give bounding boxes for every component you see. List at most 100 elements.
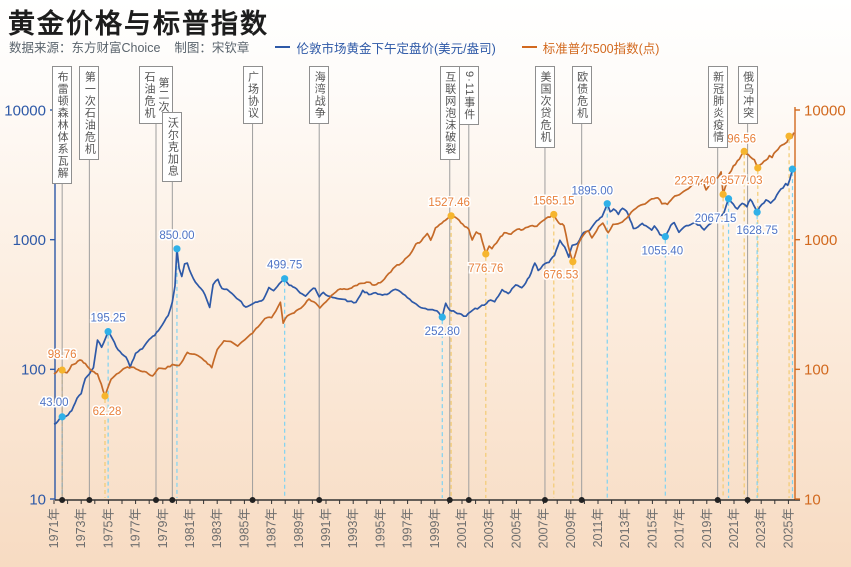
annotation-dot (101, 392, 109, 400)
x-tick-label: 2021年 (727, 508, 741, 548)
annotation-dot (447, 212, 455, 220)
event-label: 新冠肺炎疫情 (707, 66, 728, 148)
event-axis-dot (744, 497, 751, 503)
event-axis-dot (153, 497, 159, 503)
event-label: 9·11事件 (458, 66, 479, 126)
annotation-value-label: 850.00 (159, 230, 194, 242)
event-axis-dot (86, 497, 93, 503)
credit-label: 制图：宋钦章 (174, 41, 250, 56)
x-tick-label: 2003年 (482, 508, 496, 548)
event-axis-dot (59, 497, 66, 503)
event-label: 广场协议 (242, 66, 263, 124)
annotation-value-label: 1628.75 (736, 225, 778, 237)
x-tick-label: 2005年 (509, 508, 523, 548)
event-label: 沃尔克加息 (162, 112, 183, 182)
x-tick-label: 2023年 (754, 508, 768, 548)
annotation-dot (482, 250, 490, 258)
x-tick-label: 2017年 (673, 508, 687, 548)
annotation-dot (104, 328, 112, 336)
x-tick-label: 1975年 (101, 508, 115, 548)
annotation-value-label: 195.25 (91, 313, 126, 325)
legend-item-1: 标准普尔500指数(点) (521, 38, 660, 57)
legend-item-0: 伦敦市场黄金下午定盘价(美元/盎司) (275, 38, 496, 57)
y-tick-label-right: 1000 (804, 232, 837, 249)
x-tick-label: 2013年 (618, 508, 632, 548)
x-tick-label: 1997年 (401, 508, 415, 548)
x-tick-label: 1995年 (373, 508, 387, 548)
x-tick-label: 2011年 (591, 508, 605, 547)
gold-price-line (53, 167, 795, 425)
y-tick-label-right: 10 (804, 491, 821, 508)
event-label: 第二次 石油危机 (139, 66, 173, 124)
annotation-dot (785, 132, 793, 140)
annotation-value-label: 43.00 (40, 397, 69, 409)
event-axis-dot (465, 497, 472, 503)
event-axis-dot (578, 497, 585, 503)
annotation-dot (173, 245, 181, 253)
annotation-dot (58, 366, 66, 374)
y-tick-label-left: 100 (21, 362, 46, 379)
x-tick-label: 1991年 (319, 508, 333, 548)
event-axis-dot (169, 497, 176, 503)
annotation-value-label: 98.76 (48, 349, 77, 361)
annotation-value-label: 252.80 (425, 326, 460, 338)
annotation-value-label: 499.75 (267, 260, 302, 272)
annotation-value-label: 3577.03 (721, 175, 763, 187)
y-tick-label-right: 100 (804, 362, 829, 379)
page-title: 黄金价格与标普指数 (8, 9, 269, 39)
annotation-dot (788, 165, 797, 173)
event-label: 美国次贷危机 (534, 66, 555, 148)
y-tick-label-left: 10 (29, 491, 46, 508)
x-tick-label: 1979年 (156, 508, 170, 548)
x-tick-label: 2001年 (455, 508, 469, 548)
event-axis-dot (446, 497, 453, 503)
y-tick-label-left: 1000 (13, 232, 46, 249)
annotation-dot (569, 258, 577, 266)
legend-label: 伦敦市场黄金下午定盘价(美元/盎司) (296, 41, 496, 56)
legend: 伦敦市场黄金下午定盘价(美元/盎司) 标准普尔500指数(点) (249, 37, 659, 57)
legend-label: 标准普尔500指数(点) (542, 41, 660, 56)
event-axis-dot (541, 497, 548, 503)
legend-dash-icon (275, 46, 291, 48)
annotation-value-label: 1565.15 (533, 195, 575, 207)
data-source-label: 数据来源：东方财富Choice (9, 41, 161, 56)
x-tick-label: 2025年 (781, 508, 795, 548)
y-tick-label-right: 10000 (804, 102, 846, 119)
annotation-value-label: 776.76 (468, 263, 503, 275)
event-axis-dot (249, 497, 256, 503)
annotation-dot (754, 164, 762, 172)
x-tick-label: 1989年 (292, 508, 306, 548)
annotation-dot (281, 275, 289, 283)
x-tick-label: 1987年 (265, 508, 279, 548)
event-label: 欧债危机 (571, 66, 592, 124)
event-label: 互联网泡沫破裂 (439, 66, 460, 160)
annotation-dot (753, 208, 761, 216)
annotation-value-label: 2067.15 (695, 213, 737, 225)
event-label: 海湾战争 (309, 66, 330, 124)
x-tick-label: 2015年 (645, 508, 659, 548)
annotation-value-label: 676.53 (543, 270, 578, 282)
annotation-dot (603, 200, 611, 208)
event-label: 第一次石油危机 (79, 66, 100, 160)
annotation-value-label: 1527.46 (428, 197, 470, 209)
x-tick-label: 1971年 (47, 508, 61, 548)
event-axis-dot (316, 497, 323, 503)
sp500-index-line (53, 132, 795, 397)
annotation-value-label: 1055.40 (642, 246, 684, 258)
x-tick-label: 2019年 (700, 508, 714, 548)
x-tick-label: 1977年 (129, 508, 143, 548)
annotation-dot (438, 313, 446, 321)
event-label: 布雷顿森林体系瓦解 (52, 66, 73, 184)
x-tick-label: 1973年 (74, 508, 88, 548)
event-axis-dot (714, 497, 721, 503)
event-label: 俄乌冲突 (737, 66, 758, 124)
x-tick-label: 1993年 (346, 508, 360, 548)
annotation-dot (550, 210, 558, 219)
x-tick-label: 2009年 (564, 508, 578, 548)
annotation-value-label: 62.28 (93, 406, 122, 418)
annotation-dot (724, 195, 733, 203)
y-tick-label-left: 10000 (4, 102, 46, 119)
annotation-dot (58, 413, 66, 421)
